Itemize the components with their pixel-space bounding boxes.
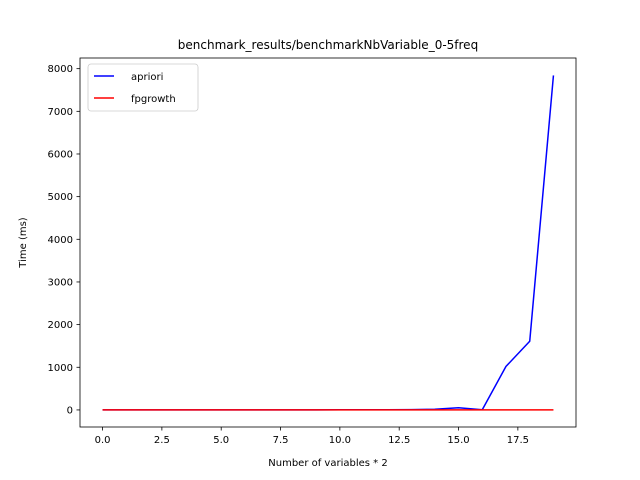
x-axis-label: Number of variables * 2	[268, 458, 387, 469]
legend-box	[87, 63, 199, 112]
x-tick-label: 17.5	[507, 435, 529, 446]
legend-label-apriori: apriori	[131, 72, 163, 83]
x-tick-label: 5.0	[213, 435, 229, 446]
x-tick-label: 2.5	[154, 435, 170, 446]
y-axis: 0 1000 2000 3000 4000 5000 6000 7000 8000	[48, 64, 80, 416]
y-tick-label: 7000	[48, 107, 73, 118]
y-tick-label: 3000	[48, 277, 73, 288]
x-tick-label: 0.0	[95, 435, 111, 446]
y-axis-label: Time (ms)	[18, 217, 29, 269]
y-tick-label: 4000	[48, 235, 73, 246]
y-tick-label: 8000	[48, 64, 73, 75]
y-tick-label: 2000	[48, 320, 73, 331]
series-layer	[102, 75, 555, 411]
plot-frame	[79, 57, 577, 428]
y-tick-label: 5000	[48, 192, 73, 203]
legend: apriori fpgrowth	[87, 63, 199, 112]
x-tick-label: 7.5	[273, 435, 289, 446]
legend-label-fpgrowth: fpgrowth	[131, 94, 176, 105]
y-tick-label: 1000	[48, 363, 73, 374]
y-tick-label: 0	[67, 405, 73, 416]
x-tick-label: 10.0	[329, 435, 351, 446]
x-tick-label: 15.0	[447, 435, 469, 446]
x-axis: 0.0 2.5 5.0 7.5 10.0 12.5 15.0 17.5	[95, 427, 529, 446]
x-tick-label: 12.5	[388, 435, 410, 446]
y-tick-label: 6000	[48, 149, 73, 160]
chart-title: benchmark_results/benchmarkNbVariable_0-…	[178, 38, 478, 52]
